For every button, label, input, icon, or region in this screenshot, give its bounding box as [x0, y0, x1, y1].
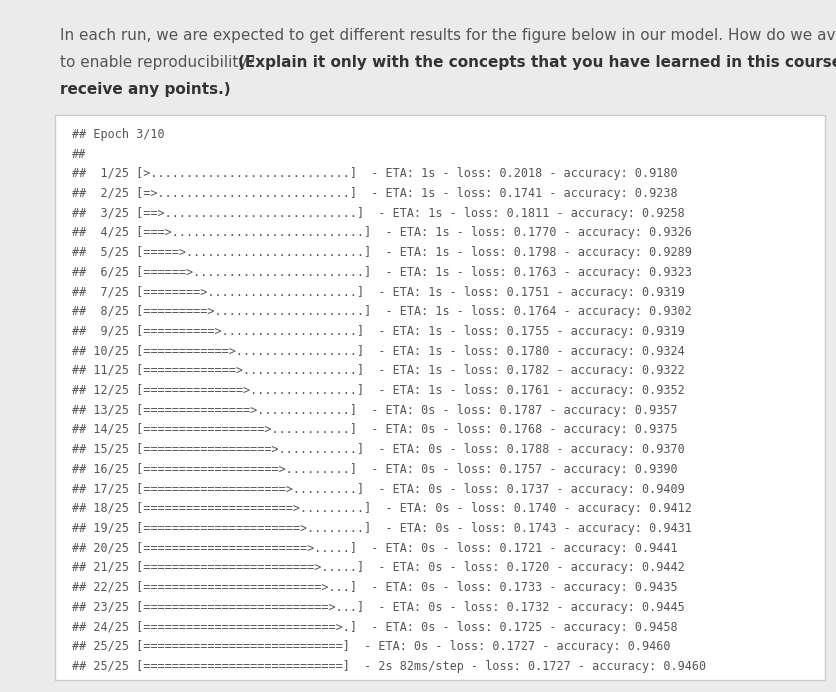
Text: ##  9/25 [==========>...................]  - ETA: 1s - loss: 0.1755 - accuracy: : ## 9/25 [==========>...................]… [72, 325, 684, 338]
Text: ## 14/25 [=================>...........]  - ETA: 0s - loss: 0.1768 - accuracy: 0: ## 14/25 [=================>...........]… [72, 424, 677, 437]
Text: In each run, we are expected to get different results for the figure below in ou: In each run, we are expected to get diff… [60, 28, 836, 43]
Text: ##: ## [72, 147, 86, 161]
Text: ## Epoch 3/10: ## Epoch 3/10 [72, 128, 165, 141]
FancyBboxPatch shape [55, 115, 824, 680]
Text: ##  2/25 [=>...........................]  - ETA: 1s - loss: 0.1741 - accuracy: 0: ## 2/25 [=>...........................] … [72, 187, 677, 200]
Text: ## 24/25 [===========================>.]  - ETA: 0s - loss: 0.1725 - accuracy: 0: ## 24/25 [===========================>.]… [72, 621, 677, 633]
Text: ## 19/25 [======================>........]  - ETA: 0s - loss: 0.1743 - accuracy:: ## 19/25 [======================>.......… [72, 522, 691, 535]
Text: receive any points.): receive any points.) [60, 82, 231, 97]
Text: ## 21/25 [========================>.....]  - ETA: 0s - loss: 0.1720 - accuracy: : ## 21/25 [========================>.....… [72, 561, 684, 574]
Text: ##  5/25 [=====>.........................]  - ETA: 1s - loss: 0.1798 - accuracy:: ## 5/25 [=====>.........................… [72, 246, 691, 260]
Text: ## 25/25 [============================]  - 2s 82ms/step - loss: 0.1727 - accurac: ## 25/25 [============================] … [72, 660, 706, 673]
Text: ## 11/25 [=============>................]  - ETA: 1s - loss: 0.1782 - accuracy: : ## 11/25 [=============>................… [72, 365, 684, 377]
Text: ## 22/25 [=========================>...]  - ETA: 0s - loss: 0.1733 - accuracy: 0: ## 22/25 [=========================>...]… [72, 581, 677, 594]
Text: ## 15/25 [==================>...........]  - ETA: 0s - loss: 0.1788 - accuracy: : ## 15/25 [==================>...........… [72, 443, 684, 456]
Text: ## 16/25 [===================>.........]  - ETA: 0s - loss: 0.1757 - accuracy: 0: ## 16/25 [===================>.........]… [72, 463, 677, 476]
Text: ## 17/25 [====================>.........]  - ETA: 0s - loss: 0.1737 - accuracy: : ## 17/25 [====================>.........… [72, 482, 684, 495]
Text: ##  6/25 [======>........................]  - ETA: 1s - loss: 0.1763 - accuracy:: ## 6/25 [======>........................… [72, 266, 691, 279]
Text: ## 23/25 [==========================>...]  - ETA: 0s - loss: 0.1732 - accuracy: : ## 23/25 [==========================>...… [72, 601, 684, 614]
Text: ##  8/25 [=========>.....................]  - ETA: 1s - loss: 0.1764 - accuracy:: ## 8/25 [=========>.....................… [72, 305, 691, 318]
Text: ## 18/25 [=====================>.........]  - ETA: 0s - loss: 0.1740 - accuracy:: ## 18/25 [=====================>........… [72, 502, 691, 516]
Text: ## 10/25 [============>.................]  - ETA: 1s - loss: 0.1780 - accuracy: : ## 10/25 [============>.................… [72, 345, 684, 358]
Text: ##  1/25 [>............................]  - ETA: 1s - loss: 0.2018 - accuracy: 0: ## 1/25 [>............................] … [72, 167, 677, 181]
Text: ## 13/25 [===============>.............]  - ETA: 0s - loss: 0.1787 - accuracy: 0: ## 13/25 [===============>.............]… [72, 404, 677, 417]
Text: (Explain it only with the concepts that you have learned in this course. Oth: (Explain it only with the concepts that … [237, 55, 836, 70]
Text: ## 12/25 [==============>...............]  - ETA: 1s - loss: 0.1761 - accuracy: : ## 12/25 [==============>...............… [72, 384, 684, 397]
Text: ## 20/25 [=======================>.....]  - ETA: 0s - loss: 0.1721 - accuracy: 0: ## 20/25 [=======================>.....]… [72, 542, 677, 555]
Text: ##  3/25 [==>...........................]  - ETA: 1s - loss: 0.1811 - accuracy: : ## 3/25 [==>...........................]… [72, 207, 684, 220]
Text: ## 25/25 [============================]  - ETA: 0s - loss: 0.1727 - accuracy: 0.: ## 25/25 [============================] … [72, 640, 670, 653]
Text: ##  4/25 [===>...........................]  - ETA: 1s - loss: 0.1770 - accuracy:: ## 4/25 [===>...........................… [72, 226, 691, 239]
Text: ##  7/25 [========>.....................]  - ETA: 1s - loss: 0.1751 - accuracy: : ## 7/25 [========>.....................]… [72, 286, 684, 299]
Text: to enable reproducibility?: to enable reproducibility? [60, 55, 265, 70]
